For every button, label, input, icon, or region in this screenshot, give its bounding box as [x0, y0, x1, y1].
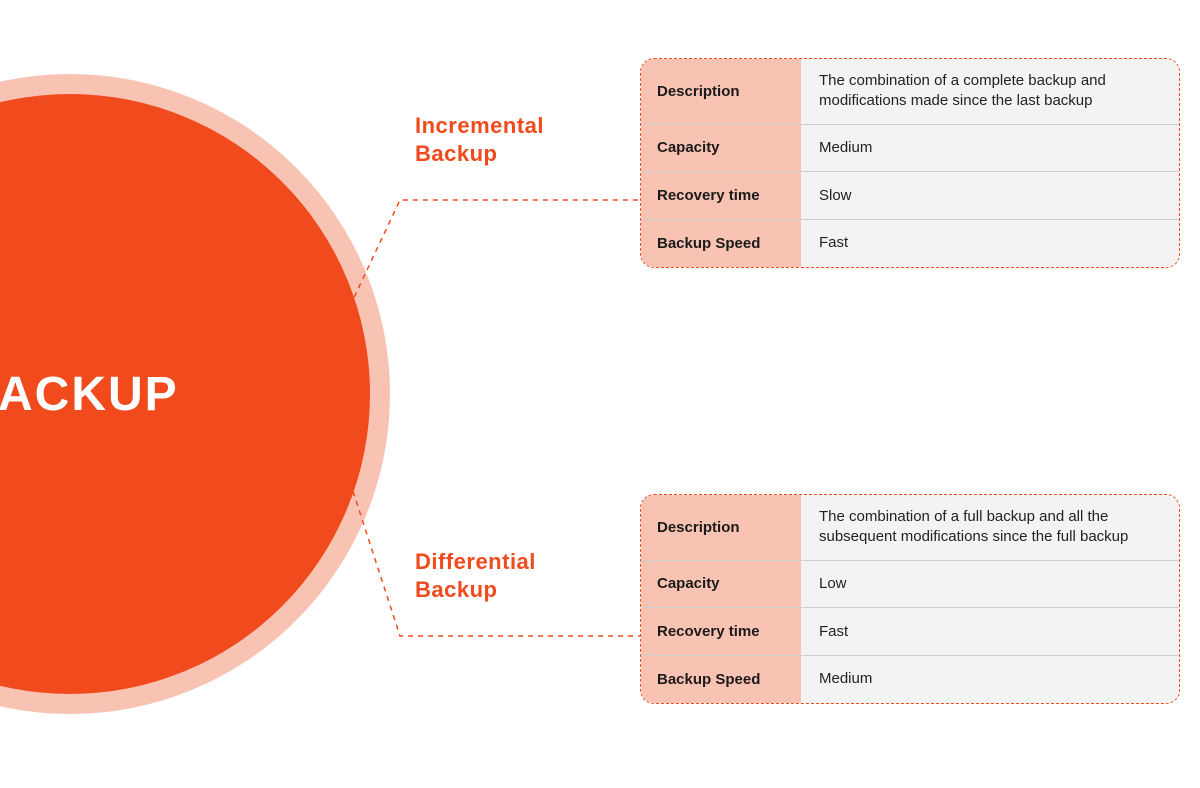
backup-circle-label: BACKUP	[0, 367, 179, 422]
info-val: Slow	[801, 172, 1179, 219]
info-row: DescriptionThe combination of a full bac…	[641, 495, 1179, 560]
branch-label-line: Backup	[415, 140, 544, 168]
info-row: Recovery timeFast	[641, 607, 1179, 655]
branch-label-line: Differential	[415, 548, 536, 576]
info-key: Capacity	[641, 561, 801, 608]
info-row: DescriptionThe combination of a complete…	[641, 59, 1179, 124]
differential-backup-card: DescriptionThe combination of a full bac…	[640, 494, 1180, 704]
info-key: Recovery time	[641, 172, 801, 219]
backup-circle: BACKUP	[0, 94, 370, 694]
info-val: Fast	[801, 608, 1179, 655]
info-key: Description	[641, 495, 801, 560]
info-row: CapacityLow	[641, 560, 1179, 608]
branch-label-line: Backup	[415, 576, 536, 604]
info-val: Medium	[801, 656, 1179, 703]
incremental-backup-label: IncrementalBackup	[415, 112, 544, 167]
branch-label-line: Incremental	[415, 112, 544, 140]
info-val: The combination of a full backup and all…	[801, 495, 1179, 560]
info-key: Capacity	[641, 125, 801, 172]
info-row: Backup SpeedMedium	[641, 655, 1179, 703]
info-val: Medium	[801, 125, 1179, 172]
info-val: The combination of a complete backup and…	[801, 59, 1179, 124]
info-key: Description	[641, 59, 801, 124]
info-row: Recovery timeSlow	[641, 171, 1179, 219]
info-row: Backup SpeedFast	[641, 219, 1179, 267]
info-key: Recovery time	[641, 608, 801, 655]
incremental-backup-card: DescriptionThe combination of a complete…	[640, 58, 1180, 268]
differential-backup-label: DifferentialBackup	[415, 548, 536, 603]
info-val: Fast	[801, 220, 1179, 267]
info-key: Backup Speed	[641, 656, 801, 703]
info-row: CapacityMedium	[641, 124, 1179, 172]
info-key: Backup Speed	[641, 220, 801, 267]
info-val: Low	[801, 561, 1179, 608]
